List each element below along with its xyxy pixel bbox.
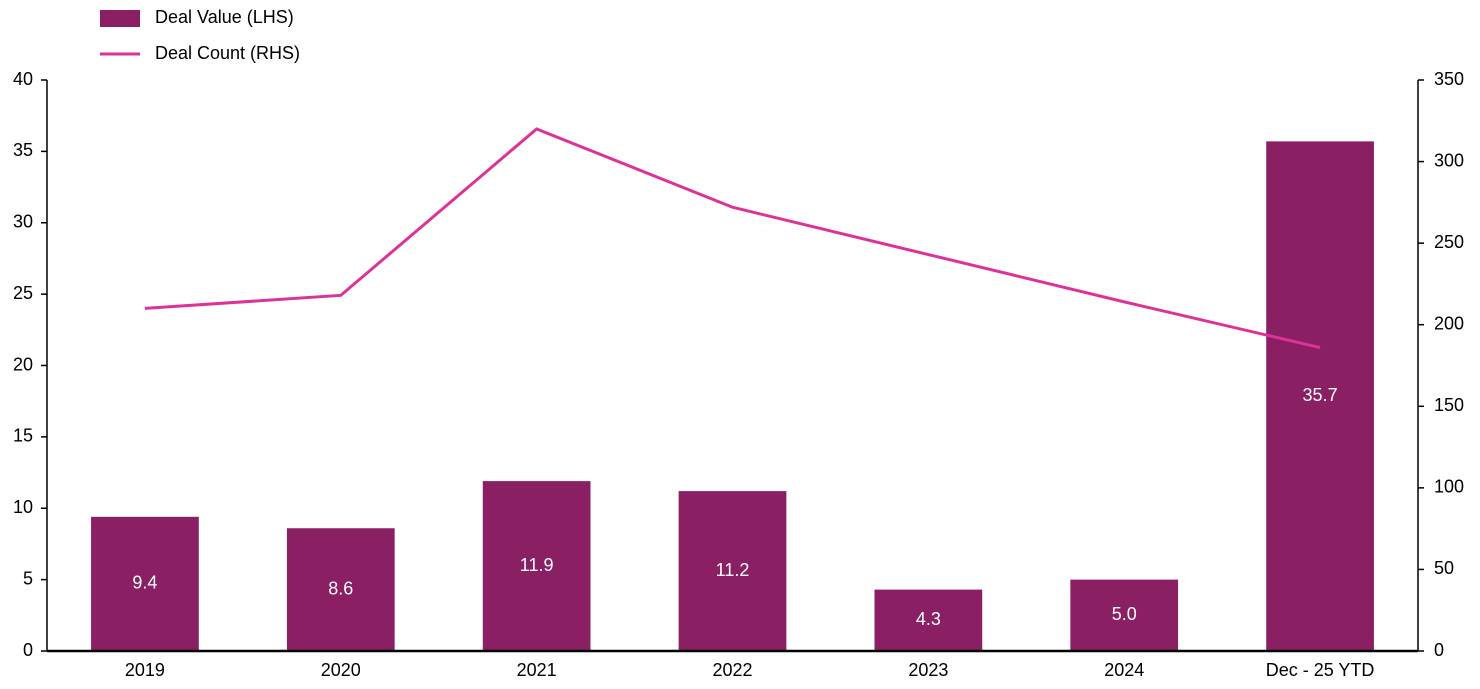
- y-tick-label: 10: [13, 497, 33, 517]
- y-tick-label: 25: [13, 283, 33, 303]
- y-tick-label: 20: [13, 354, 33, 374]
- y2-tick-label: 150: [1434, 395, 1464, 415]
- y2-tick-label: 300: [1434, 150, 1464, 170]
- bar: [1266, 141, 1374, 651]
- bar-value-label: 35.7: [1303, 385, 1338, 405]
- y2-tick-label: 350: [1434, 69, 1464, 89]
- y-tick-label: 5: [23, 568, 33, 588]
- bar: [1070, 579, 1179, 651]
- y-tick-label: 30: [13, 212, 33, 232]
- y2-tick-label: 250: [1434, 232, 1464, 252]
- line: [144, 127, 1321, 350]
- bar-value-label: 8.6: [328, 578, 353, 598]
- x-tick-label: 2022: [712, 660, 752, 680]
- bar: [678, 491, 787, 651]
- y2-tick-label: 100: [1434, 477, 1464, 497]
- bar-value-label: 4.3: [916, 609, 941, 629]
- y-tick-label: 15: [13, 426, 33, 446]
- y2-tick-label: 50: [1434, 558, 1454, 578]
- bar: [874, 589, 983, 651]
- x-tick-label: 2019: [125, 660, 165, 680]
- bar-value-label: 11.2: [716, 560, 750, 580]
- y2-tick-label: 0: [1434, 640, 1444, 660]
- bar: [286, 528, 395, 651]
- y-tick-label: 40: [13, 69, 33, 89]
- x-tick-label: 2024: [1104, 660, 1144, 680]
- x-tick-label: 2023: [908, 660, 948, 680]
- y-tick-label: 35: [13, 140, 33, 160]
- bar-value-label: 11.9: [520, 555, 554, 575]
- x-tick-label: Dec - 25 YTD: [1266, 660, 1375, 680]
- y-tick-label: 0: [23, 640, 33, 660]
- x-tick-label: 2021: [517, 660, 557, 680]
- x-tick-label: 2020: [321, 660, 361, 680]
- legend-label: Deal Count (RHS): [155, 43, 300, 63]
- bar-value-label: 5.0: [1112, 604, 1137, 624]
- bar: [91, 516, 199, 651]
- bar: [482, 481, 591, 651]
- legend-swatch: [100, 10, 140, 27]
- y2-tick-label: 200: [1434, 313, 1464, 333]
- bar-value-label: 9.4: [132, 573, 157, 593]
- legend-label: Deal Value (LHS): [155, 7, 294, 27]
